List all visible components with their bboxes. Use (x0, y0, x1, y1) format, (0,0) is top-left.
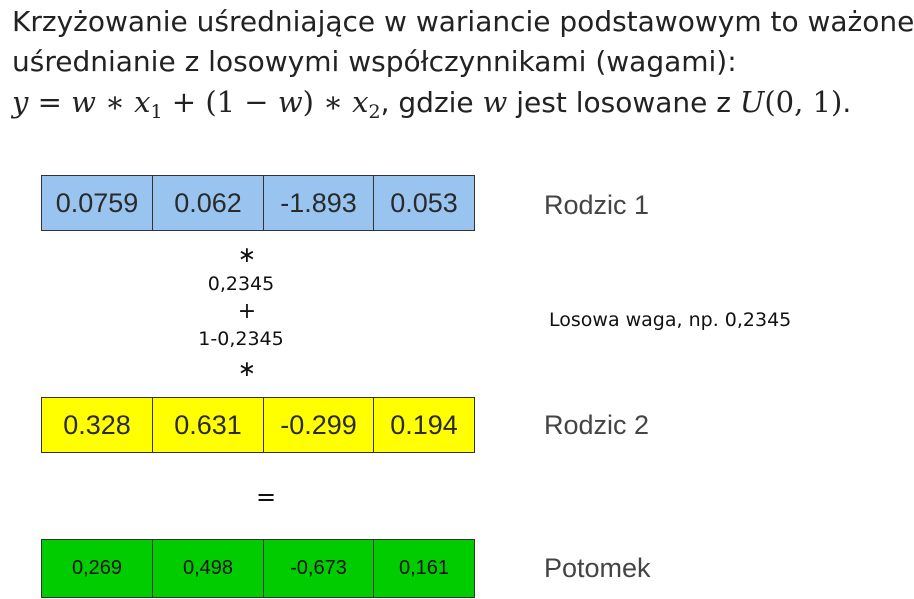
weight-value: 0,2345 (207, 273, 275, 295)
formula-jest: jest losowane z (507, 86, 740, 119)
formula-U: U (739, 85, 765, 119)
gene-cell: 0,498 (153, 540, 264, 597)
intro-text: Krzyżowanie uśredniające w wariancie pod… (12, 2, 914, 123)
formula-w-2: w (277, 85, 303, 119)
formula-sub-2: 2 (368, 101, 381, 123)
parent-1-label: Rodzic 1 (544, 190, 650, 220)
child-genes: 0,269 0,498 -0,673 0,161 (41, 539, 475, 598)
multiply-symbol: ∗ (237, 243, 257, 268)
weight-note: Losowa waga, np. 0,2345 (549, 309, 792, 331)
formula-x2: x (352, 85, 369, 119)
child-label: Potomek (544, 553, 651, 583)
formula-comma: , (380, 86, 399, 119)
crossover-formula: y = w ∗ x1 + (1 − w) ∗ x2, gdzie w jest … (12, 82, 912, 123)
gene-cell: 0.0759 (42, 176, 153, 230)
formula-gdzie: gdzie (398, 86, 483, 119)
gene-cell: 0.194 (390, 409, 458, 440)
formula-sub-1: 1 (150, 101, 163, 123)
gene-cell: 0,269 (42, 540, 153, 597)
parent-1-genes: 0.0759 0.062 -1.893 0.053 (41, 175, 475, 231)
parent-2-label: Rodzic 2 (544, 410, 650, 440)
formula-w-3: w (482, 85, 508, 119)
gene-cell: -1.893 (264, 176, 374, 230)
gene-cell: -0.299 (264, 398, 374, 452)
formula-equals: = (28, 85, 72, 119)
formula-args: (0, 1) (764, 85, 843, 119)
equals-symbol: = (255, 483, 277, 511)
formula-period: . (842, 86, 852, 119)
formula-close: ) ∗ (302, 85, 353, 119)
formula-y: y (12, 85, 29, 119)
intro-line-1: Krzyżowanie uśredniające w wariancie pod… (12, 5, 914, 38)
gene-cell: 0.631 (153, 398, 264, 452)
formula-plus: + (1 − (162, 85, 278, 119)
formula-star: ∗ (95, 85, 135, 119)
formula-x1: x (134, 85, 151, 119)
parent-2-genes: 0.328 0.631 -0.299 0.194 (41, 397, 475, 453)
gene-cell: -0,673 (264, 540, 374, 597)
gene-cell: 0,161 (398, 557, 450, 579)
intro-line-2: uśrednianie z losowymi współczynnikami (… (12, 45, 737, 78)
gene-cell: 0.053 (390, 187, 458, 218)
formula-w: w (71, 85, 96, 119)
gene-cell: 0.062 (153, 176, 264, 230)
multiply-symbol-2: ∗ (237, 357, 257, 382)
weight-complement: 1-0,2345 (198, 328, 284, 350)
plus-symbol: + (237, 299, 257, 324)
gene-cell: 0.328 (42, 398, 153, 452)
